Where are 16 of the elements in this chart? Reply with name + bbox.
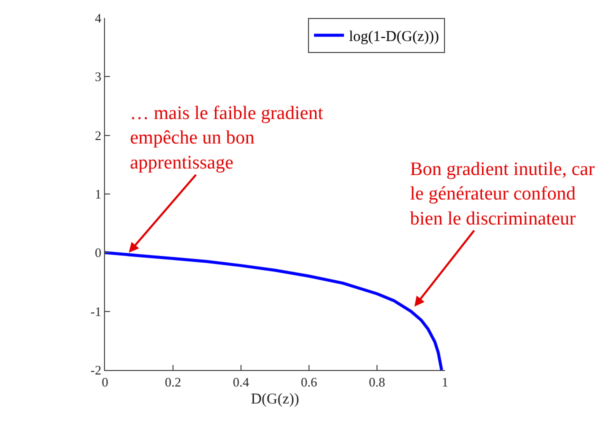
x-tick-label: 0.2 <box>164 374 182 390</box>
annotation: Bon gradient inutile, car le générateur confond bien le discriminateur <box>410 159 596 230</box>
x-tick-label: 0.4 <box>232 374 250 390</box>
x-tick-label: 0.8 <box>368 374 386 390</box>
x-axis-title: D(G(z)) <box>250 392 300 408</box>
y-tick-label: 0 <box>94 245 102 260</box>
y-tick-label: 2 <box>94 128 102 143</box>
x-tick-label: 0.6 <box>300 374 318 390</box>
y-tick-label: 4 <box>94 10 102 26</box>
y-tick-label: 3 <box>94 69 102 84</box>
annotation: … mais le faible gradient empêche un bon apprentissage <box>130 103 324 174</box>
y-tick-label: -2 <box>90 362 102 378</box>
legend-label: log(1-D(G(z))) <box>349 29 439 46</box>
x-tick-label: 1 <box>442 374 448 390</box>
y-tick-label: -1 <box>90 304 102 319</box>
y-tick-label: 1 <box>94 186 102 202</box>
